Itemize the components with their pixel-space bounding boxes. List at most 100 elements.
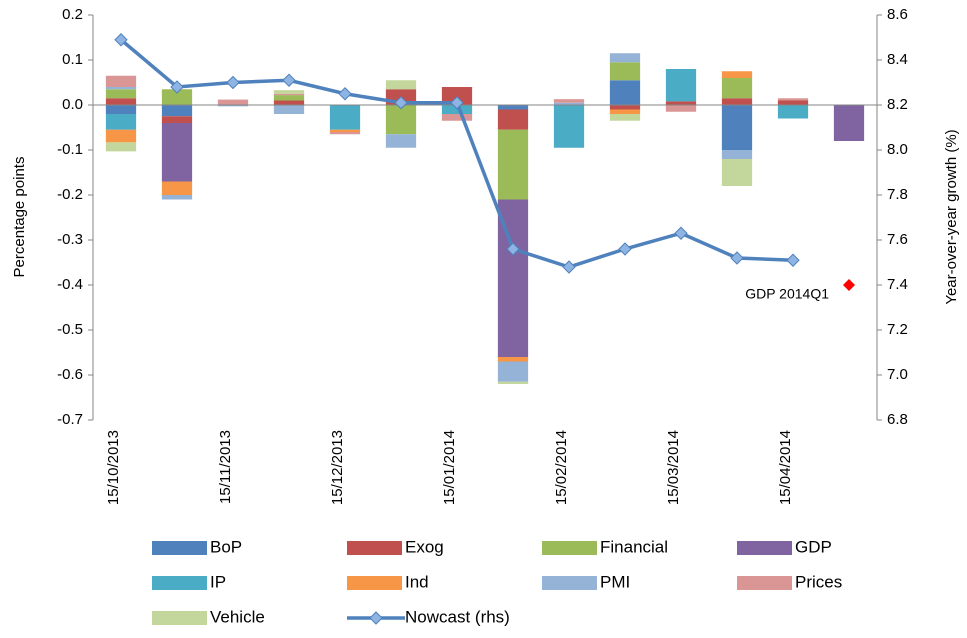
bar-segment [161,181,193,195]
bar-segment [609,109,641,114]
y-tick-label: -0.7 [57,411,83,428]
bar-segment [665,101,697,105]
bar-segment [385,105,417,135]
legend-label: Financial [600,537,668,556]
line-marker [338,87,352,101]
bar-segment [161,195,193,200]
bar-segment [441,114,473,121]
annotation-label: GDP 2014Q1 [745,286,829,302]
bar-segment [273,93,305,96]
bar-segment [217,99,249,105]
x-tick-label: 15/12/2013 [329,430,346,505]
bar-segment [497,381,529,384]
line-marker [506,242,520,256]
y-tick-label: -0.3 [57,231,83,248]
bar-segment [273,90,305,94]
bar-segment [217,105,249,107]
bar-segment [609,105,641,110]
bar-segment [497,357,529,362]
legend-swatch [542,541,597,555]
bar-segment [609,53,641,63]
bar-segment [105,98,137,105]
y-tick-label: -0.2 [57,186,83,203]
bar-segment [105,129,137,143]
legend-label: Exog [405,537,444,556]
legend-label: Nowcast (rhs) [405,607,510,626]
y-axis-title: Percentage points [11,157,28,278]
bar-segment [777,100,809,105]
line-marker [226,75,240,90]
y2-tick-label: 8.6 [887,6,908,23]
bar-segment [665,69,697,102]
y2-axis-title: Year-over-year growth (%) [943,129,960,304]
x-tick-label: 15/11/2013 [217,430,234,504]
y-tick-label: -0.5 [57,321,83,338]
x-tick-label: 15/04/2014 [777,430,794,505]
legend-swatch [542,576,597,590]
line-marker [450,96,464,110]
bar-segment [105,114,137,130]
bar-segment [273,105,305,114]
bar-segment [609,114,641,121]
legend-label: Prices [795,572,842,591]
bar-segment [497,105,529,110]
bar-segment [497,109,529,130]
bar-segment [161,116,193,123]
legend-marker [369,611,383,625]
line-marker [282,73,296,87]
legend-label: Ind [405,572,429,591]
bar-segment [609,62,641,81]
bar-segment [497,361,529,382]
line-marker [562,260,576,274]
y2-tick-label: 7.4 [887,276,908,293]
legend-swatch [152,541,207,555]
line-marker [394,96,408,110]
line-marker [786,253,800,267]
x-tick-label: 15/03/2014 [665,430,682,505]
bar-segment [329,105,361,130]
legend-label: PMI [600,572,630,591]
bar-segment [105,87,137,90]
bar-segment [105,142,137,152]
bar-segment [273,95,305,101]
y-tick-label: -0.1 [57,141,83,158]
y2-tick-label: 8.2 [887,96,908,113]
x-tick-label: 15/10/2013 [105,430,122,505]
legend-swatch [152,576,207,590]
x-tick-label: 15/02/2014 [553,430,570,505]
bar-segment [553,99,585,103]
line-marker [114,33,128,47]
legend-label: GDP [795,537,832,556]
bar-segment [609,80,641,105]
y2-tick-label: 7.0 [887,366,908,383]
y2-tick-label: 7.6 [887,231,908,248]
y-tick-label: -0.4 [57,276,83,293]
y-tick-label: 0.1 [62,51,83,68]
legend-swatch [152,611,207,625]
legend-swatch [737,541,792,555]
legend-label: Vehicle [210,607,265,626]
bar-segment [161,89,193,105]
legend-swatch [347,541,402,555]
bar-segment [441,87,473,105]
legend-label: IP [210,572,226,591]
y2-tick-label: 7.2 [887,321,908,338]
bar-segment [665,105,697,112]
legend-swatch [347,576,402,590]
bar-segment [441,105,473,114]
annotation-marker [843,279,855,291]
legend-swatch [737,576,792,590]
y-tick-label: 0.2 [62,6,83,23]
bar-segment [721,105,753,150]
y2-tick-label: 8.4 [887,51,908,68]
bar-segment [105,89,137,99]
bar-segment [105,105,137,114]
bar-segment [553,105,585,148]
y2-tick-label: 6.8 [887,411,908,428]
bar-segment [553,102,585,105]
bar-segment [161,123,193,182]
bar-segment [777,98,809,101]
legend-label: BoP [210,537,242,556]
y-tick-label: -0.6 [57,366,83,383]
bar-segment [777,105,809,119]
